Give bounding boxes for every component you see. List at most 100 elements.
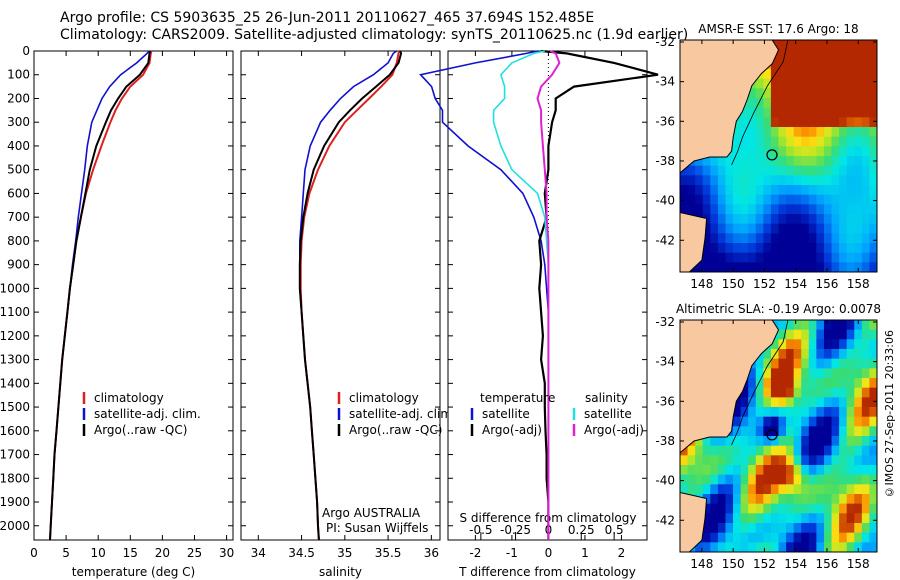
field-cell [801,165,810,176]
field-cell [778,49,787,60]
field-cell [801,358,810,369]
field-cell [869,387,877,398]
field-cell [793,426,802,437]
field-cell [786,474,795,485]
field-cell [846,204,855,215]
field-cell [763,387,772,398]
field-cell [861,465,871,476]
field-cell [801,252,810,263]
field-cell [816,223,825,234]
field-cell [831,146,840,157]
field-cell [755,156,764,167]
field-cell [755,532,764,543]
field-cell [748,185,757,196]
field-cell [770,233,780,244]
field-cell [793,243,802,254]
field-cell [808,397,817,408]
field-cell [786,523,795,534]
field-cell [748,233,757,244]
field-cell [846,214,855,225]
field-cell [733,156,742,167]
field-cell [770,214,780,225]
field-cell [816,397,825,408]
field-cell [763,416,772,427]
field-cell [763,513,772,524]
field-cell [740,513,749,524]
field-cell [808,320,817,331]
field-cell [710,494,719,505]
field-cell [717,243,727,254]
field-cell [687,445,696,456]
field-cell [823,503,833,514]
field-cell [846,358,855,369]
field-cell [823,329,833,340]
field-cell [755,397,764,408]
field-cell [733,127,742,138]
field-cell [717,194,727,205]
field-cell [801,146,810,157]
field-cell [763,378,772,389]
field-cell [725,455,734,466]
field-cell [733,484,742,495]
field-cell [801,426,810,437]
field-cell [748,204,757,215]
sla_map-field [680,320,877,552]
field-cell [770,455,780,466]
field-cell [786,233,795,244]
field-cell [831,378,840,389]
field-cell [717,262,727,272]
x-tick-label: 2 [618,546,626,560]
field-cell [816,358,825,369]
field-cell [831,320,840,331]
sla_map-title: Altimetric SLA: -0.19 Argo: 0.0078 [676,302,881,316]
field-cell [839,156,848,167]
field-cell [854,387,863,398]
field-cell [770,523,780,534]
field-cell [755,146,764,157]
field-cell [846,233,855,244]
field-cell [846,78,855,89]
field-cell [801,88,810,99]
field-cell [793,407,802,418]
sst_map-title: AMSR-E SST: 17.6 Argo: 18 [698,22,858,36]
y-tick-label: 1800 [0,471,30,485]
field-cell [801,339,810,350]
series-line-argo-raw-qc- [298,50,403,541]
field-cell [816,204,825,215]
field-cell [702,455,711,466]
y-tick-label: -42 [655,233,675,247]
field-cell [710,465,719,476]
field-cell [740,223,749,234]
field-cell [816,329,825,340]
x-tick-label: 158 [847,277,870,291]
field-cell [846,329,855,340]
field-cell [770,474,780,485]
field-cell [869,465,877,476]
field-cell [869,88,877,99]
field-cell [687,474,696,485]
field-cell [770,436,780,447]
field-cell [786,532,795,543]
field-cell [695,445,704,456]
field-cell [816,465,825,476]
field-cell [778,214,787,225]
field-cell [869,49,877,60]
field-cell [801,185,810,196]
field-cell [846,445,855,456]
field-cell [793,513,802,524]
field-cell [831,69,840,80]
y-tick-label: 1700 [0,448,30,462]
field-cell [778,252,787,263]
field-cell [839,349,848,360]
field-cell [831,233,840,244]
field-cell [808,127,817,138]
field-cell [808,329,817,340]
field-cell [869,59,877,70]
field-cell [763,243,772,254]
field-cell [808,542,817,552]
field-cell [778,329,787,340]
field-cell [725,233,734,244]
field-cell [786,397,795,408]
field-cell [816,262,825,272]
field-cell [763,436,772,447]
